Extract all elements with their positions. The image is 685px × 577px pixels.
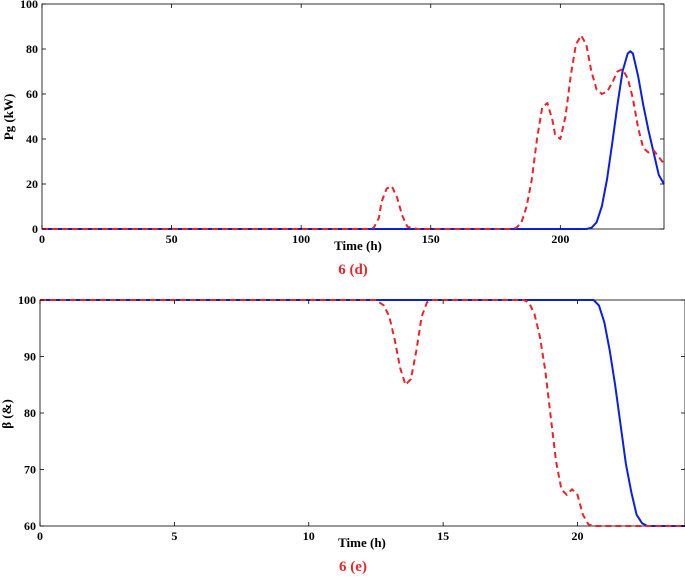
x-tick-label: 15	[437, 529, 449, 543]
x-tick-layer: 0 5 10 15 20	[37, 300, 584, 543]
plot-area-frame	[41, 3, 665, 230]
chart-panel-d: 0 50 100 150 200 0 20 40 60 80 100 Time (h) Pg (k…	[1, 0, 665, 278]
chart-panel-e: 0 5 10 15 20 60 70 80 90 100 Time (h) β (&) 6 (e…	[0, 293, 685, 575]
series-line-dashed-red	[42, 34, 665, 230]
x-tick-label: 10	[303, 529, 315, 543]
y-tick-label: 60	[24, 519, 36, 533]
x-tick-label: 100	[292, 232, 310, 246]
x-tick-label: 50	[166, 232, 178, 246]
series-layer	[40, 299, 685, 527]
y-tick-label: 100	[20, 0, 38, 11]
y-tick-label: 80	[24, 406, 36, 420]
y-axis-label: Pg (kW)	[1, 94, 16, 141]
y-tick-label: 70	[24, 463, 36, 477]
y-tick-label: 100	[18, 293, 36, 307]
y-axis-label: β (&)	[0, 399, 14, 429]
y-tick-layer: 0 20 40 60 80 100	[20, 0, 664, 236]
x-tick-layer: 0 50 100 150 200	[39, 4, 569, 246]
x-tick-label: 0	[37, 529, 43, 543]
y-tick-label: 40	[26, 132, 38, 146]
x-tick-label: 150	[422, 232, 440, 246]
series-line-dashed-red	[40, 299, 685, 527]
y-tick-label: 90	[24, 350, 36, 364]
series-line-solid-blue	[40, 299, 685, 527]
x-axis-label: Time (h)	[338, 535, 386, 550]
x-tick-label: 5	[171, 529, 177, 543]
panel-label: 6 (e)	[339, 559, 367, 575]
x-tick-label: 0	[39, 232, 45, 246]
y-tick-label: 20	[26, 177, 38, 191]
panel-label: 6 (d)	[338, 262, 368, 278]
series-line-solid-blue	[42, 50, 665, 230]
y-tick-label: 60	[26, 87, 38, 101]
y-tick-label: 0	[32, 222, 38, 236]
plot-area-frame	[39, 299, 685, 527]
x-tick-label: 20	[572, 529, 584, 543]
y-tick-layer: 60 70 80 90 100	[18, 293, 685, 533]
series-layer	[42, 34, 665, 230]
y-tick-label: 80	[26, 42, 38, 56]
x-axis-label: Time (h)	[334, 238, 382, 253]
x-tick-label: 200	[551, 232, 569, 246]
